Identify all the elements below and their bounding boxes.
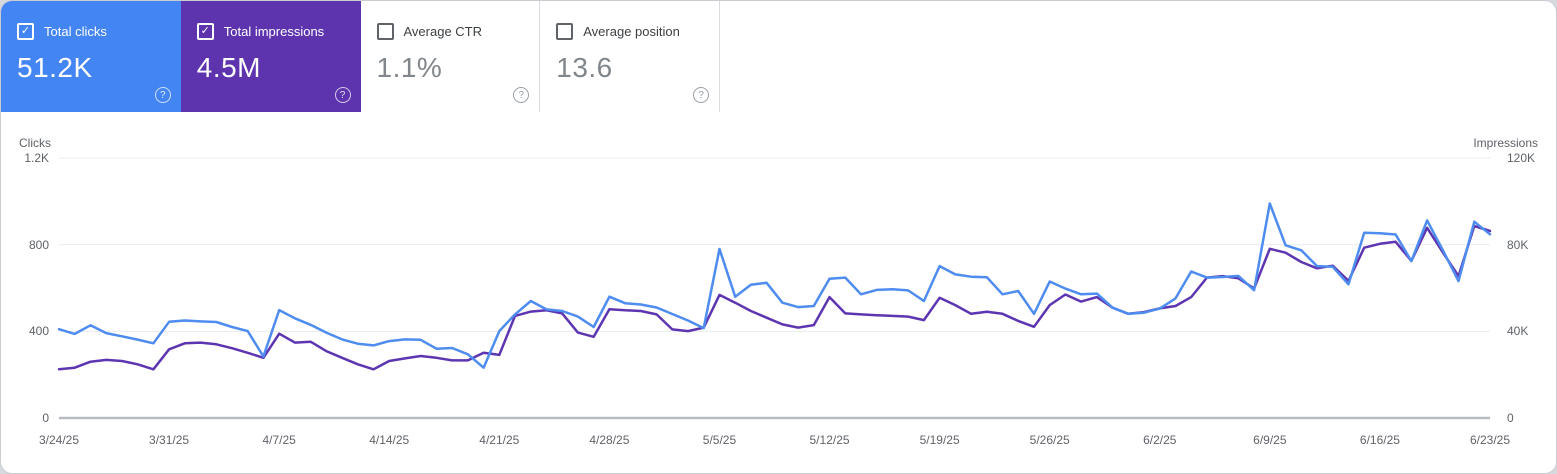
average-ctr-label: Average CTR (403, 24, 483, 39)
x-axis-date-label: 5/19/25 (919, 433, 960, 447)
left-axis-tick: 1.2K (24, 151, 49, 165)
total-clicks-checkbox[interactable]: ✓ (17, 23, 34, 40)
right-axis-title: Impressions (1473, 136, 1538, 150)
total-impressions-line[interactable] (57, 224, 1492, 371)
total-clicks-label: Total clicks (44, 24, 107, 39)
total-impressions-value: 4.5M (196, 52, 261, 83)
x-axis-date-label: 5/5/25 (702, 433, 737, 447)
x-axis-date-label: 6/2/25 (1143, 433, 1177, 447)
x-axis-date-label: 6/16/25 (1359, 433, 1400, 447)
average-ctr-checkbox[interactable] (376, 23, 394, 40)
left-axis-tick: 800 (28, 237, 49, 252)
total-clicks-value: 51.2K (17, 52, 93, 83)
x-axis-date-label: 4/14/25 (369, 433, 410, 447)
left-axis-title: Clicks (19, 136, 51, 150)
metric-card-total-clicks[interactable]: ✓ Total clicks 51.2K ? (1, 1, 181, 112)
x-axis-date-label: 4/7/25 (262, 433, 296, 447)
x-axis-date-label: 4/28/25 (589, 433, 630, 447)
x-axis-date-label: 3/24/25 (38, 433, 80, 447)
x-axis-date-label: 3/31/25 (149, 433, 190, 447)
average-position-checkbox[interactable] (556, 23, 574, 40)
x-axis-date-label: 4/21/25 (479, 433, 520, 447)
right-axis-tick: 40K (1507, 324, 1529, 339)
metric-card-average-ctr[interactable]: Average CTR 1.1% ? (360, 1, 541, 112)
right-axis-tick: 0 (1507, 411, 1514, 425)
average-position-value: 13.6 (556, 52, 613, 83)
left-axis-tick: 0 (42, 411, 49, 425)
total-clicks-line[interactable] (57, 202, 1492, 369)
metric-cards: ✓ Total clicks 51.2K ? ✓ Total impressio… (1, 1, 720, 112)
total-impressions-label: Total impressions (223, 24, 325, 39)
x-axis-date-label: 5/26/25 (1029, 433, 1070, 447)
help-icon[interactable]: ? (334, 87, 351, 103)
metric-card-average-position[interactable]: Average position 13.6 ? (540, 1, 720, 112)
average-position-label: Average position (583, 24, 680, 39)
help-icon[interactable]: ? (513, 87, 530, 103)
right-axis-tick: 80K (1507, 237, 1529, 252)
total-impressions-checkbox[interactable]: ✓ (196, 23, 214, 40)
x-axis-date-label: 6/9/25 (1253, 433, 1287, 447)
right-axis-tick: 120K (1507, 151, 1536, 165)
x-axis-date-label: 6/23/25 (1469, 433, 1511, 447)
help-icon[interactable]: ? (154, 87, 171, 103)
help-icon[interactable]: ? (693, 87, 709, 103)
average-ctr-value: 1.1% (376, 52, 443, 83)
metric-card-total-impressions[interactable]: ✓ Total impressions 4.5M ? (180, 1, 361, 112)
left-axis-tick: 400 (28, 324, 49, 339)
x-axis-date-label: 5/12/25 (809, 433, 850, 447)
